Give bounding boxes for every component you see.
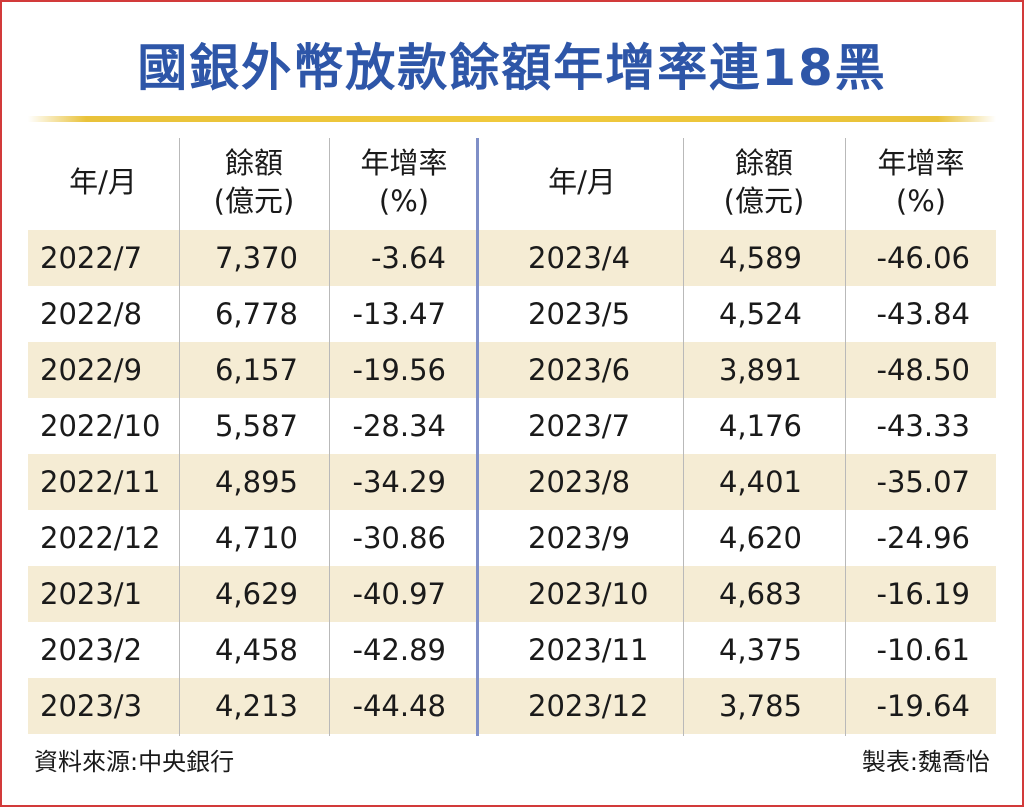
header-month-left: 年/月 <box>28 138 178 226</box>
cell-rate: -35.07 <box>876 465 971 499</box>
cell-balance: 4,629 <box>214 577 298 611</box>
cell-month: 2023/1 <box>40 577 143 611</box>
table-row-stripe <box>479 678 996 734</box>
cell-month: 2022/11 <box>40 465 161 499</box>
cell-rate: -19.64 <box>876 689 971 723</box>
header-month-right: 年/月 <box>482 138 682 226</box>
cell-rate: -13.47 <box>352 297 447 331</box>
cell-balance: 5,587 <box>214 409 298 443</box>
table-row-stripe <box>28 342 476 398</box>
cell-month: 2023/10 <box>528 577 649 611</box>
cell-rate: -19.56 <box>352 353 447 387</box>
cell-balance: 4,620 <box>718 521 802 555</box>
cell-balance: 4,710 <box>214 521 298 555</box>
cell-balance: 4,524 <box>718 297 802 331</box>
cell-balance: 6,157 <box>214 353 298 387</box>
header-balance-right: 餘額 (億元) <box>684 138 844 226</box>
table-row-stripe <box>479 230 996 286</box>
cell-month: 2023/8 <box>528 465 631 499</box>
table-center-divider <box>476 138 479 736</box>
column-divider <box>845 138 846 736</box>
cell-month: 2023/2 <box>40 633 143 667</box>
header-rate-unit: (%) <box>895 184 947 218</box>
cell-balance: 4,176 <box>718 409 802 443</box>
cell-balance: 4,683 <box>718 577 802 611</box>
cell-month: 2023/11 <box>528 633 649 667</box>
header-rate-label: 年增率 <box>877 146 965 180</box>
cell-month: 2022/12 <box>40 521 161 555</box>
cell-balance: 4,458 <box>214 633 298 667</box>
column-divider <box>329 138 330 736</box>
table-row-stripe <box>28 454 476 510</box>
cell-balance: 6,778 <box>214 297 298 331</box>
cell-month: 2022/7 <box>40 241 143 275</box>
cell-month: 2023/7 <box>528 409 631 443</box>
cell-rate: -42.89 <box>352 633 447 667</box>
cell-balance: 4,589 <box>718 241 802 275</box>
cell-rate: -34.29 <box>352 465 447 499</box>
cell-rate: -43.33 <box>876 409 971 443</box>
cell-balance: 7,370 <box>214 241 298 275</box>
header-rate-right: 年增率 (%) <box>846 138 996 226</box>
source-note: 資料來源:中央銀行 <box>34 748 235 776</box>
table-row-stripe <box>28 566 476 622</box>
cell-month: 2023/3 <box>40 689 143 723</box>
author-note: 製表:魏喬怡 <box>861 748 990 776</box>
cell-month: 2023/6 <box>528 353 631 387</box>
header-balance-unit: (億元) <box>723 184 805 218</box>
column-divider <box>683 138 684 736</box>
header-balance-unit: (億元) <box>213 184 295 218</box>
chart-title: 國銀外幣放款餘額年增率連18黑 <box>137 39 887 97</box>
column-divider <box>179 138 180 736</box>
cell-month: 2022/9 <box>40 353 143 387</box>
cell-rate: -10.61 <box>876 633 971 667</box>
cell-balance: 4,213 <box>214 689 298 723</box>
header-month-label: 年/月 <box>69 165 137 199</box>
cell-rate: -16.19 <box>876 577 971 611</box>
table-row-stripe <box>479 342 996 398</box>
table-row-stripe <box>28 230 476 286</box>
cell-rate: -43.84 <box>876 297 971 331</box>
title-rule <box>28 116 996 122</box>
cell-rate: -44.48 <box>352 689 447 723</box>
header-month-label: 年/月 <box>548 165 616 199</box>
header-rate-label: 年增率 <box>360 146 448 180</box>
header-rate-left: 年增率 (%) <box>330 138 478 226</box>
cell-month: 2023/9 <box>528 521 631 555</box>
cell-month: 2023/5 <box>528 297 631 331</box>
cell-balance: 3,891 <box>718 353 802 387</box>
table-row-stripe <box>28 678 476 734</box>
header-rate-unit: (%) <box>378 184 430 218</box>
cell-balance: 4,375 <box>718 633 802 667</box>
cell-rate: -40.97 <box>352 577 447 611</box>
cell-rate: -3.64 <box>370 241 446 275</box>
header-balance-left: 餘額 (億元) <box>180 138 328 226</box>
cell-rate: -24.96 <box>876 521 971 555</box>
table-row-stripe <box>479 454 996 510</box>
cell-rate: -30.86 <box>352 521 447 555</box>
cell-month: 2022/8 <box>40 297 143 331</box>
cell-month: 2023/4 <box>528 241 631 275</box>
header-balance-label: 餘額 <box>224 146 283 180</box>
cell-balance: 4,401 <box>718 465 802 499</box>
cell-month: 2022/10 <box>40 409 161 443</box>
header-balance-label: 餘額 <box>734 146 793 180</box>
cell-rate: -46.06 <box>876 241 971 275</box>
table-row-stripe <box>479 566 996 622</box>
cell-balance: 3,785 <box>718 689 802 723</box>
cell-rate: -28.34 <box>352 409 447 443</box>
cell-rate: -48.50 <box>876 353 971 387</box>
cell-month: 2023/12 <box>528 689 649 723</box>
cell-balance: 4,895 <box>214 465 298 499</box>
